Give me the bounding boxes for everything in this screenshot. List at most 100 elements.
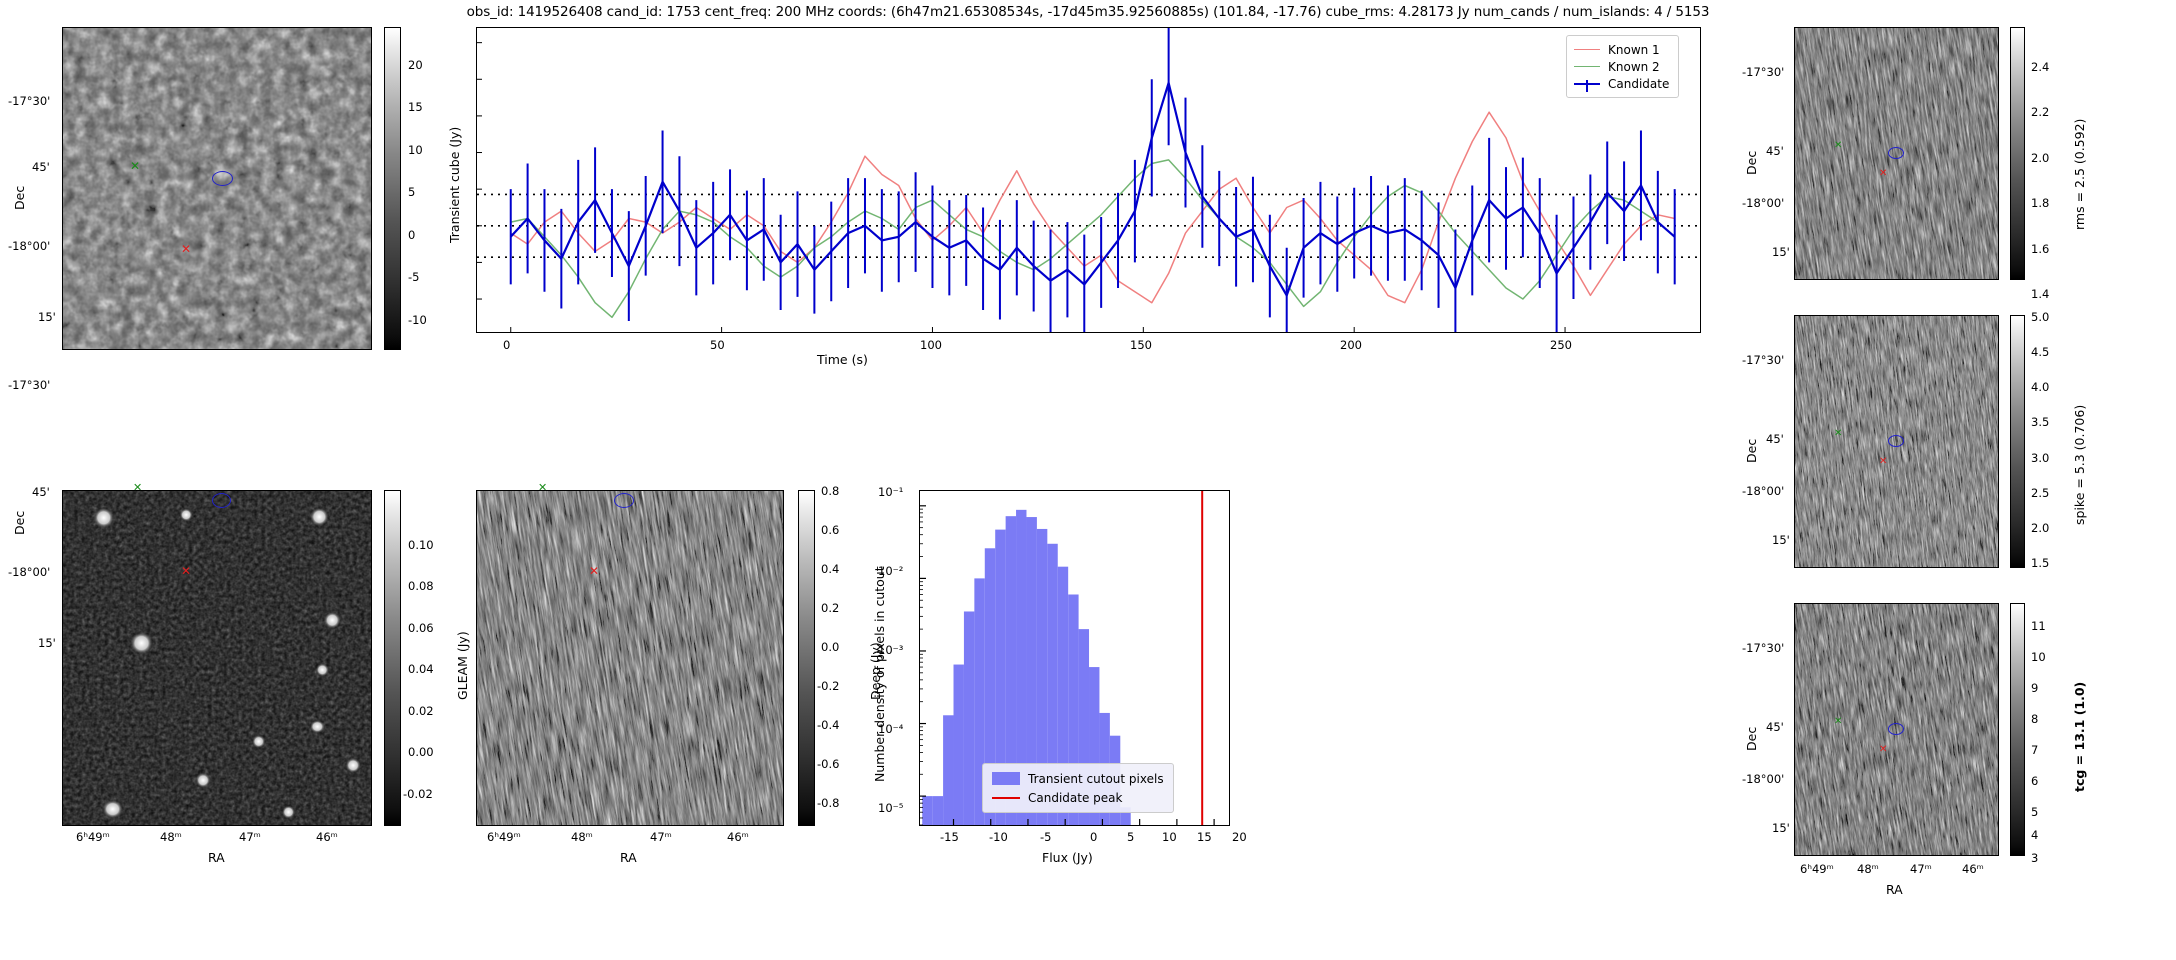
tick-y-1: 10⁻²: [878, 564, 904, 578]
cbtick-4: 3.0: [2031, 451, 2050, 465]
tick-dec-1: 45': [1766, 432, 1784, 446]
cbtick-6: -10: [408, 313, 427, 327]
legend-item-known1: Known 1: [1574, 41, 1669, 58]
cbtick-4: 7: [2031, 743, 2039, 757]
axis-label-dec: Dec: [12, 510, 27, 535]
candidate-ellipse: [1888, 147, 1904, 159]
cbtick-0: 0.8: [821, 484, 840, 498]
rms-colorbar: [2010, 27, 2025, 280]
tick-x-0: 0: [503, 338, 511, 352]
tick-dec-2: -18°00': [1742, 484, 1785, 498]
known2-marker-green: ✕: [133, 481, 143, 494]
known1-marker-red: ✕: [589, 564, 600, 578]
cbtick-6: 5: [2031, 805, 2039, 819]
cbtick-4: 0.0: [821, 640, 840, 654]
histogram-plot: [920, 491, 1215, 826]
candidate-ellipse: [212, 493, 231, 508]
tick-dec-0: -17°30': [1742, 353, 1785, 367]
candidate-ellipse: [1888, 723, 1904, 735]
tick-x-5: 10: [1162, 830, 1177, 844]
known1-marker-red: ✕: [181, 242, 192, 256]
gleam-colorbar: [384, 490, 401, 826]
cbtick-0: 0.10: [408, 538, 434, 552]
cbtick-2: 4.0: [2031, 380, 2050, 394]
tick-dec-2: -18°00': [8, 565, 51, 579]
axis-label-ra: RA: [1886, 882, 1903, 897]
tick-x-7: 20: [1232, 830, 1247, 844]
cbtick-3: 3.5: [2031, 415, 2050, 429]
known1-marker-red: ✕: [1879, 744, 1888, 755]
cbtick-0: 20: [408, 58, 423, 72]
histogram-xlabel: Flux (Jy): [1042, 850, 1093, 865]
legend-label-known2: Known 2: [1608, 59, 1660, 74]
panel-lightcurve[interactable]: [476, 20, 1701, 347]
tick-ra-2: 47ᵐ: [239, 830, 261, 844]
tick-y-4: 10⁻⁵: [878, 801, 904, 815]
deep-colorbar: [798, 490, 815, 826]
cbtick-0: 2.4: [2031, 60, 2050, 74]
cbtick-5: 0.00: [408, 745, 434, 759]
cbtick-8: 3: [2031, 851, 2039, 865]
tick-dec-2: -18°00': [1742, 196, 1785, 210]
colorbar-label-gleam: GLEAM (Jy): [455, 631, 470, 700]
cbtick-5: -5: [408, 270, 420, 284]
known1-marker-red: ✕: [181, 564, 192, 578]
tick-ra-1: 48ᵐ: [1857, 862, 1879, 876]
cbtick-2: 9: [2031, 681, 2039, 695]
gleam-image[interactable]: [62, 490, 372, 826]
tick-x-0: -15: [940, 830, 959, 844]
tick-dec-3: 15': [1772, 821, 1790, 835]
tick-y-3: 10⁻⁴: [878, 722, 904, 736]
tick-x-6: 15: [1197, 830, 1212, 844]
tick-dec-3: 15': [38, 310, 56, 324]
candidate-ellipse: [614, 493, 634, 508]
cbtick-4: 1.6: [2031, 242, 2050, 256]
cbtick-5: 6: [2031, 774, 2039, 788]
known2-marker-green: ✕: [1834, 428, 1843, 439]
tick-dec-2: -18°00': [1742, 772, 1785, 786]
tick-x-5: 250: [1550, 338, 1572, 352]
spike-colorbar: [2010, 315, 2025, 568]
cbtick-6: -0.4: [817, 718, 840, 732]
cbtick-2: 2.0: [2031, 151, 2050, 165]
cbtick-3: 0.2: [821, 601, 840, 615]
histogram-ylabel: Number density of pixels in cutout: [872, 566, 887, 782]
tcg-colorbar: [2010, 603, 2025, 856]
legend-item-known2: Known 2: [1574, 58, 1669, 75]
legend-item-candidate-peak: Candidate peak: [992, 788, 1164, 807]
transient-cube-image[interactable]: [62, 27, 372, 350]
histogram-legend: Transient cutout pixels Candidate peak: [982, 763, 1174, 813]
cbtick-6: 2.0: [2031, 521, 2050, 535]
cbtick-4: 0: [408, 228, 416, 242]
gleam-colorbar-ticks: 0.10 0.08 0.06 0.04 0.02 0.00 -0.02: [401, 490, 461, 826]
cbtick-3: 8: [2031, 712, 2039, 726]
known1-marker-red: ✕: [1879, 456, 1888, 467]
colorbar-label-spike: spike = 5.3 (0.706): [2072, 404, 2087, 525]
tick-x-1: -10: [989, 830, 1008, 844]
tick-y-0: 10⁻¹: [878, 485, 904, 499]
deep-colorbar-ticks: 0.8 0.6 0.4 0.2 0.0 -0.2 -0.4 -0.6 -0.8: [815, 484, 875, 826]
tick-x-2: 100: [920, 338, 942, 352]
deep-image[interactable]: [476, 490, 784, 826]
legend-swatch-known2: [1574, 66, 1600, 67]
tick-dec-3: 15': [1772, 533, 1790, 547]
tick-ra-0: 6ʰ49ᵐ: [76, 830, 110, 844]
cbtick-6: -0.02: [403, 787, 433, 801]
cbtick-3: 5: [408, 185, 416, 199]
known2-marker-green: ✕: [538, 481, 548, 494]
lightcurve-xaxis: 0 50 100 150 200 250: [476, 336, 1701, 376]
tick-ra-3: 46ᵐ: [1962, 862, 1984, 876]
tick-x-4: 5: [1127, 830, 1135, 844]
legend-swatch-candidate: [1574, 79, 1600, 92]
tick-x-2: -5: [1040, 830, 1052, 844]
transient-cube-colorbar-ticks: 20 15 10 5 0 -5 -10: [401, 27, 451, 350]
axis-label-dec: Dec: [1744, 726, 1759, 751]
tick-dec-3: 15': [1772, 245, 1790, 259]
candidate-ellipse: [212, 171, 233, 186]
spike-colorbar-ticks: 5.0 4.5 4.0 3.5 3.0 2.5 2.0 1.5: [2025, 310, 2075, 570]
tick-ra-2: 47ᵐ: [1910, 862, 1932, 876]
cbtick-2: 0.06: [408, 621, 434, 635]
tick-dec-0: -17°30': [1742, 65, 1785, 79]
cbtick-4: 0.02: [408, 704, 434, 718]
tick-dec-0: -17°30': [8, 94, 51, 108]
